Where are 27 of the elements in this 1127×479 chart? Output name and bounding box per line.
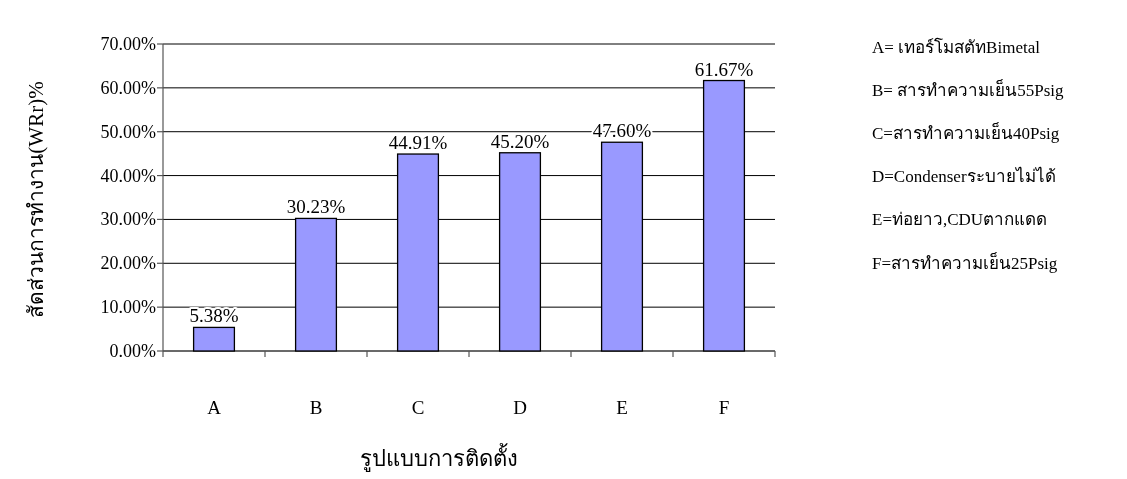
y-axis-title: สัดส่วนการทำงาน(WRr)% (24, 81, 48, 318)
y-tick-label: 10.00% (100, 297, 156, 318)
y-tick-label: 40.00% (100, 165, 156, 186)
y-tick-label: 30.00% (100, 209, 156, 230)
annotation: A= เทอร์โมสตัทBimetal (872, 37, 1040, 57)
x-tick-label: E (616, 396, 628, 418)
y-tick-label: 50.00% (100, 121, 156, 142)
x-tick-label: D (513, 396, 527, 418)
data-label: 61.67% (694, 58, 754, 80)
annotation: E=ท่อยาว,CDUตากแดด (872, 210, 1048, 230)
x-tick-label: B (309, 396, 323, 418)
y-tick-label: 70.00% (100, 34, 156, 54)
x-tick-label: C (411, 396, 425, 418)
data-label: 5.38% (189, 305, 239, 327)
y-tick-label: 0.00% (109, 341, 156, 361)
data-label: 44.91% (388, 132, 448, 154)
y-tick-label: 20.00% (100, 253, 156, 274)
annotation: C=สารทำความเย็น40Psig (872, 123, 1060, 143)
x-tick-label: F (718, 396, 730, 418)
data-label: 30.23% (286, 196, 346, 218)
data-label: 45.20% (490, 130, 550, 152)
annotation: D=Condenserระบายไม่ได้ (872, 167, 1056, 187)
annotation: F=สารทำความเย็น25Psig (872, 253, 1058, 273)
x-tick-label: A (207, 396, 221, 418)
y-tick-label: 60.00% (100, 77, 156, 98)
x-axis-title: รูปแบบการติดตั้ง (360, 445, 518, 471)
annotation: B= สารทำความเย็น55Psig (872, 80, 1064, 100)
